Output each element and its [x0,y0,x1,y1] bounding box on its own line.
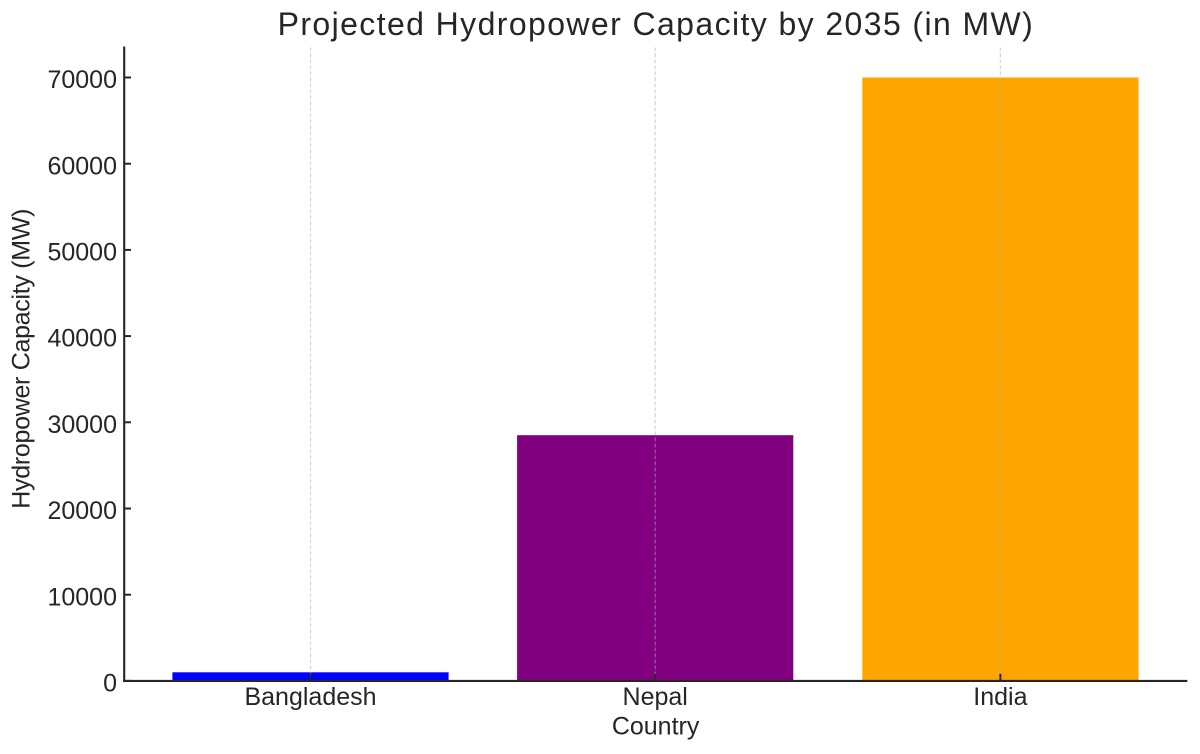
svg-text:Nepal: Nepal [623,683,688,711]
svg-text:Country: Country [612,713,700,741]
svg-text:20000: 20000 [47,497,117,525]
svg-text:60000: 60000 [47,152,117,180]
svg-text:50000: 50000 [47,239,117,267]
svg-text:30000: 30000 [47,411,117,439]
svg-text:India: India [973,683,1027,711]
svg-text:0: 0 [103,670,117,698]
svg-text:Projected Hydropower Capacity: Projected Hydropower Capacity by 2035 (i… [278,6,1035,42]
svg-text:Bangladesh: Bangladesh [244,683,376,711]
svg-text:10000: 10000 [47,583,117,611]
svg-text:40000: 40000 [47,325,117,353]
svg-text:70000: 70000 [47,66,117,94]
svg-text:Hydropower Capacity (MW): Hydropower Capacity (MW) [8,209,36,509]
